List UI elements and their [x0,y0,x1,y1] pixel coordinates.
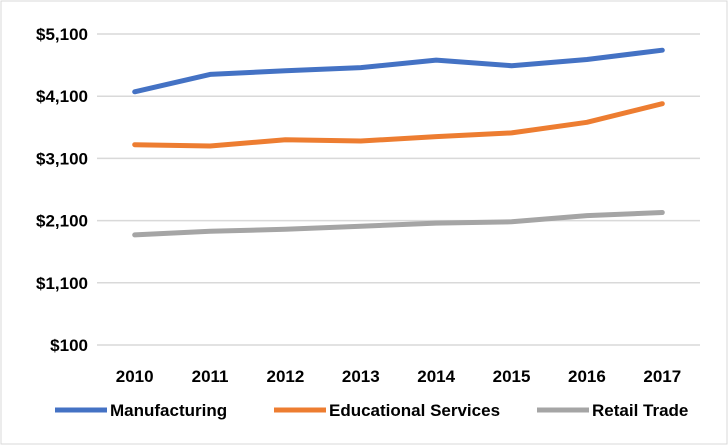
y-tick-label: $1,100 [36,274,88,293]
gridlines [97,33,700,346]
legend: Manufacturing Educational Services Retail … [55,401,688,420]
x-tick-label: 2013 [342,367,380,386]
series-line-retail-trade [132,210,665,238]
legend-label-manufacturing: Manufacturing [110,401,227,420]
x-tick-label: 2012 [267,367,305,386]
legend-label-educational-services: Educational Services [329,401,500,420]
x-tick-label: 2016 [568,367,606,386]
x-tick-label: 2015 [493,367,531,386]
y-tick-label: $4,100 [36,87,88,106]
legend-label-retail-trade: Retail Trade [592,401,688,420]
series-lines [132,47,665,238]
x-axis-tick-labels: 2010 2011 2012 2013 2014 2015 2016 2017 [116,367,681,386]
series-line-manufacturing [132,47,665,95]
y-tick-label: $5,100 [36,25,88,44]
y-tick-label: $2,100 [36,212,88,231]
y-axis-tick-labels: $100 $1,100 $2,100 $3,100 $4,100 $5,100 [36,25,88,355]
x-tick-label: 2010 [116,367,154,386]
y-tick-label: $3,100 [36,149,88,168]
x-tick-label: 2011 [192,367,229,386]
x-tick-label: 2014 [417,367,455,386]
series-line-educational-services [132,101,665,149]
x-tick-label: 2017 [643,367,681,386]
y-tick-label: $100 [50,336,88,355]
